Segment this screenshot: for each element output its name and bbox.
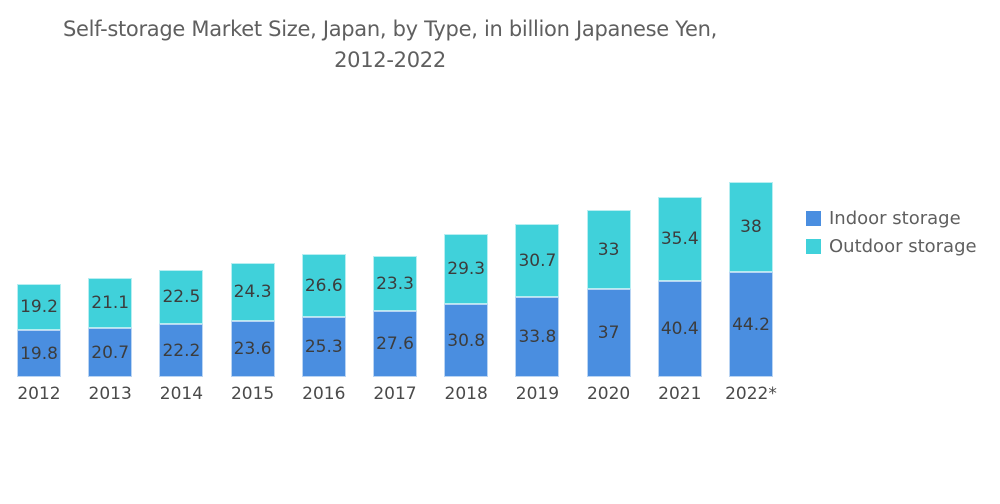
outdoor-bar-segment[interactable]: 26.6 <box>301 254 346 317</box>
outdoor-bar-segment[interactable]: 22.5 <box>159 270 204 324</box>
indoor-bar-segment[interactable]: 23.6 <box>230 321 275 377</box>
indoor-bar-segment[interactable]: 19.8 <box>17 330 61 377</box>
outdoor-swatch-icon <box>806 238 821 254</box>
x-axis-tick-label: 2022* <box>725 384 777 404</box>
indoor-bar-segment[interactable]: 37 <box>586 289 631 377</box>
x-axis-tick-label: 2020 <box>586 384 631 404</box>
chart-title: Self-storage Market Size, Japan, by Type… <box>0 14 780 76</box>
outdoor-bar-segment[interactable]: 29.3 <box>444 234 489 304</box>
x-axis-tick-label: 2015 <box>230 384 275 404</box>
x-axis-tick-label: 2016 <box>302 384 346 404</box>
outdoor-bar-segment[interactable]: 23.3 <box>373 256 417 311</box>
outdoor-bar-segment[interactable]: 30.7 <box>515 224 560 297</box>
indoor-bar-segment[interactable]: 22.2 <box>159 324 204 377</box>
indoor-bar-segment[interactable]: 27.6 <box>373 311 417 377</box>
outdoor-bar-segment[interactable]: 33 <box>586 210 631 289</box>
plot-area: 19.8 19.2 2012 20.7 21.1 2013 22.2 22.5 2014 23.6… <box>17 182 777 404</box>
x-axis-tick-label: 2013 <box>88 384 132 404</box>
legend-label: Indoor storage <box>829 207 961 229</box>
indoor-swatch-icon <box>806 210 821 226</box>
indoor-bar-segment[interactable]: 33.8 <box>515 297 560 377</box>
outdoor-bar-segment[interactable]: 24.3 <box>230 263 275 321</box>
chart-title-line-2: 2012-2022 <box>334 48 446 72</box>
legend-item-outdoor[interactable]: Outdoor storage <box>806 232 977 260</box>
indoor-bar-segment[interactable]: 44.2 <box>729 272 773 377</box>
legend-item-indoor[interactable]: Indoor storage <box>806 204 977 232</box>
x-axis-tick-label: 2012 <box>17 384 61 404</box>
x-axis-tick-label: 2014 <box>159 384 204 404</box>
legend: Indoor storage Outdoor storage <box>806 204 977 260</box>
indoor-bar-segment[interactable]: 25.3 <box>301 317 346 377</box>
indoor-bar-segment[interactable]: 40.4 <box>657 281 702 377</box>
outdoor-bar-segment[interactable]: 38 <box>729 182 773 272</box>
legend-label: Outdoor storage <box>829 235 977 257</box>
x-axis-tick-label: 2017 <box>373 384 417 404</box>
outdoor-bar-segment[interactable]: 35.4 <box>657 197 702 281</box>
chart-title-line-1: Self-storage Market Size, Japan, by Type… <box>62 17 718 41</box>
outdoor-bar-segment[interactable]: 21.1 <box>88 278 133 328</box>
indoor-bar-segment[interactable]: 30.8 <box>444 304 489 377</box>
x-axis-tick-label: 2021 <box>658 384 702 404</box>
indoor-bar-segment[interactable]: 20.7 <box>88 328 133 377</box>
x-axis-tick-label: 2018 <box>444 384 488 404</box>
outdoor-bar-segment[interactable]: 19.2 <box>17 284 61 330</box>
x-axis-tick-label: 2019 <box>515 384 560 404</box>
